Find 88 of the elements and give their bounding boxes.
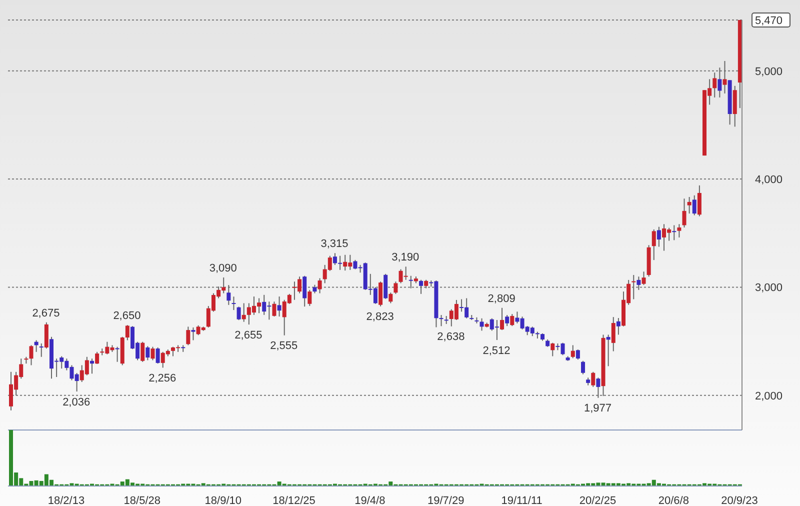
candlestick [682,198,686,228]
candlestick [692,194,696,216]
annotation: 3,190 [392,252,420,264]
x-tick-label: 18/9/10 [204,495,242,506]
candlestick [90,358,94,374]
candlestick [388,292,393,304]
candlestick [439,314,444,327]
candlestick [302,275,307,308]
candlestick [505,314,510,327]
x-tick-label: 20/6/8 [658,495,689,506]
annotation: 2,809 [488,292,516,305]
x-tick-label: 19/11/11 [501,495,542,506]
candlestick [186,326,190,346]
annotation: 2,823 [366,311,394,324]
candlestick [125,324,130,341]
candlestick [226,284,231,306]
y-tick-label: 2,000 [755,390,783,402]
candlestick [672,224,676,241]
annotation: 3,315 [320,238,348,250]
candlestick [236,306,241,321]
candlestick [712,72,717,98]
candlestick [642,271,646,286]
candlestick [419,279,424,294]
candlestick [394,281,398,294]
candlestick [616,318,620,336]
candlestick [581,360,586,375]
annotation: 2,036 [62,396,90,408]
candlestick [732,85,737,128]
candlestick [677,224,682,238]
x-tick-label: 19/7/29 [428,495,464,506]
annotation: 2,655 [234,329,262,342]
y-tick-label: 5,000 [755,66,783,78]
candlestick [272,301,276,318]
x-tick-label: 18/5/28 [124,495,160,506]
annotation: 2,650 [113,310,141,322]
candlestick [146,346,150,361]
candlestick [550,342,555,357]
candlestick [606,334,610,367]
candlestick [636,276,641,290]
candlestick [378,281,383,307]
candlestick [510,314,514,327]
candlestick [338,255,342,270]
candlestick [570,344,575,359]
candlestick [277,296,282,318]
candlestick [150,346,155,361]
candlestick [480,318,484,332]
candlestick [29,344,34,366]
annotation: 3,090 [209,262,237,274]
candlestick [718,67,722,98]
candlestick [652,228,656,261]
candlestick [687,196,692,214]
x-tick-label: 20/2/25 [579,495,616,506]
candlestick [596,377,600,398]
candlestick [140,341,145,362]
x-tick-label: 18/12/25 [272,495,316,506]
candlestick [500,307,504,331]
candlestick [156,346,160,364]
candlestick [242,302,246,322]
y-tick-label: 3,000 [755,282,783,294]
candlestick [611,316,616,352]
candlestick [632,274,636,300]
candlestick [332,252,337,266]
candlestick [318,278,322,294]
y-tick-label: 4,000 [755,174,783,186]
candlestick [115,346,120,362]
candlestick [722,60,727,94]
candlestick [39,342,44,358]
annotation: 2,256 [148,372,176,384]
candlestick [591,371,596,388]
candlestick [384,273,388,300]
annotation: 2,512 [482,344,510,357]
x-tick-label: 18/2/13 [48,495,85,506]
annotation: 2,675 [32,307,60,320]
y-tick-label: 5,470 [755,15,783,27]
x-tick-label: 20/9/23 [721,495,758,506]
candlestick [656,226,661,248]
candlestick [408,275,413,289]
candlestick [232,296,236,311]
candlestick [44,322,48,350]
annotation: 2,555 [270,340,298,352]
candlestick [576,349,580,360]
candlestick [95,351,100,365]
candlestick [191,326,196,341]
candlestick [697,184,702,217]
annotation: 1,977 [584,402,612,415]
annotation: 2,638 [437,331,465,344]
candlestick [308,289,312,306]
x-tick-label: 19/4/8 [354,495,386,506]
